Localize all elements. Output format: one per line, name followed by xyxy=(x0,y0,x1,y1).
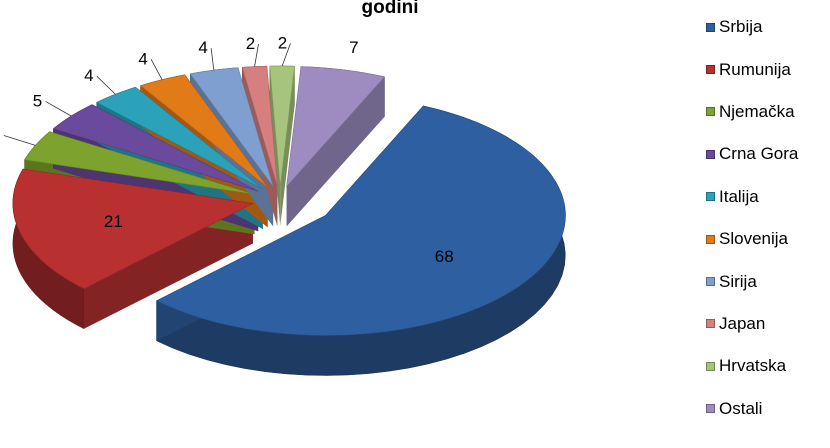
slice-sirija xyxy=(189,67,274,187)
data-label-italija: 4 xyxy=(84,66,93,85)
legend-label-njemacka: Njemačka xyxy=(719,101,795,121)
legend-label-rumunija: Rumunija xyxy=(719,59,791,79)
legend-item-crna-gora: Crna Gora xyxy=(706,133,830,175)
legend-swatch-rumunija xyxy=(706,65,715,75)
slice-njemacka xyxy=(24,131,255,195)
legend-item-slovenija: Slovenija xyxy=(706,218,830,260)
data-label-sirija: 4 xyxy=(198,38,207,57)
legend-swatch-sirija xyxy=(706,277,715,287)
data-label-japan: 2 xyxy=(246,34,255,53)
legend-label-ostali: Ostali xyxy=(719,398,763,418)
leader-line-slovenija xyxy=(150,59,163,80)
data-labels: 68 21 5 5 4 4 4 2 2 7 xyxy=(0,33,454,266)
leader-line-italija xyxy=(96,75,116,95)
legend-label-slovenija: Slovenija xyxy=(719,229,788,249)
leader-line-japan xyxy=(254,44,259,67)
legend-swatch-italija xyxy=(706,192,715,202)
legend-item-hrvatska: Hrvatska xyxy=(706,345,830,387)
leader-line-sirija xyxy=(210,48,215,71)
legend-item-ostali: Ostali xyxy=(706,388,830,430)
legend-item-italija: Italija xyxy=(706,176,830,218)
data-label-crna-gora: 5 xyxy=(33,91,42,110)
leader-lines xyxy=(3,43,291,146)
slice-crna-gora xyxy=(52,104,259,192)
legend-swatch-crna-gora xyxy=(706,149,715,159)
legend-label-japan: Japan xyxy=(719,313,766,333)
data-label-slovenija: 4 xyxy=(138,49,147,68)
legend-label-hrvatska: Hrvatska xyxy=(719,356,787,376)
leader-line-hrvatska xyxy=(281,43,291,67)
legend-swatch-japan xyxy=(706,319,715,329)
legend-item-sirija: Sirija xyxy=(706,260,830,302)
legend: Srbija Rumunija Njemačka Crna Gora Italija Sl… xyxy=(706,6,830,430)
legend-label-srbija: Srbija xyxy=(719,17,763,37)
legend-item-srbija: Srbija xyxy=(706,6,830,48)
slice-ostali xyxy=(286,66,386,188)
data-label-rumunija: 21 xyxy=(104,212,123,231)
data-label-hrvatska: 2 xyxy=(278,33,287,52)
slice-wall-hrvatska-1 xyxy=(280,66,295,227)
legend-swatch-slovenija xyxy=(706,234,715,244)
pie-top-layer xyxy=(12,65,566,336)
legend-item-njemacka: Njemačka xyxy=(706,91,830,133)
leader-line-njemacka xyxy=(3,135,36,146)
legend-label-sirija: Sirija xyxy=(719,271,757,291)
legend-label-italija: Italija xyxy=(719,186,759,206)
legend-item-japan: Japan xyxy=(706,303,830,345)
legend-swatch-njemacka xyxy=(706,107,715,117)
data-label-ostali: 7 xyxy=(349,38,358,57)
legend-item-rumunija: Rumunija xyxy=(706,48,830,90)
slice-rumunija xyxy=(12,168,254,290)
data-label-srbija: 68 xyxy=(435,247,454,266)
slice-srbija xyxy=(155,105,566,336)
legend-label-crna-gora: Crna Gora xyxy=(719,144,799,164)
slice-wall-ostali-1 xyxy=(286,76,385,227)
legend-swatch-srbija xyxy=(706,22,715,32)
legend-swatch-hrvatska xyxy=(706,361,715,371)
data-label-njemacka: 5 xyxy=(0,126,1,145)
chart-title: godini xyxy=(361,0,419,18)
leader-line-crna-gora xyxy=(45,101,72,117)
legend-swatch-ostali xyxy=(706,404,715,414)
